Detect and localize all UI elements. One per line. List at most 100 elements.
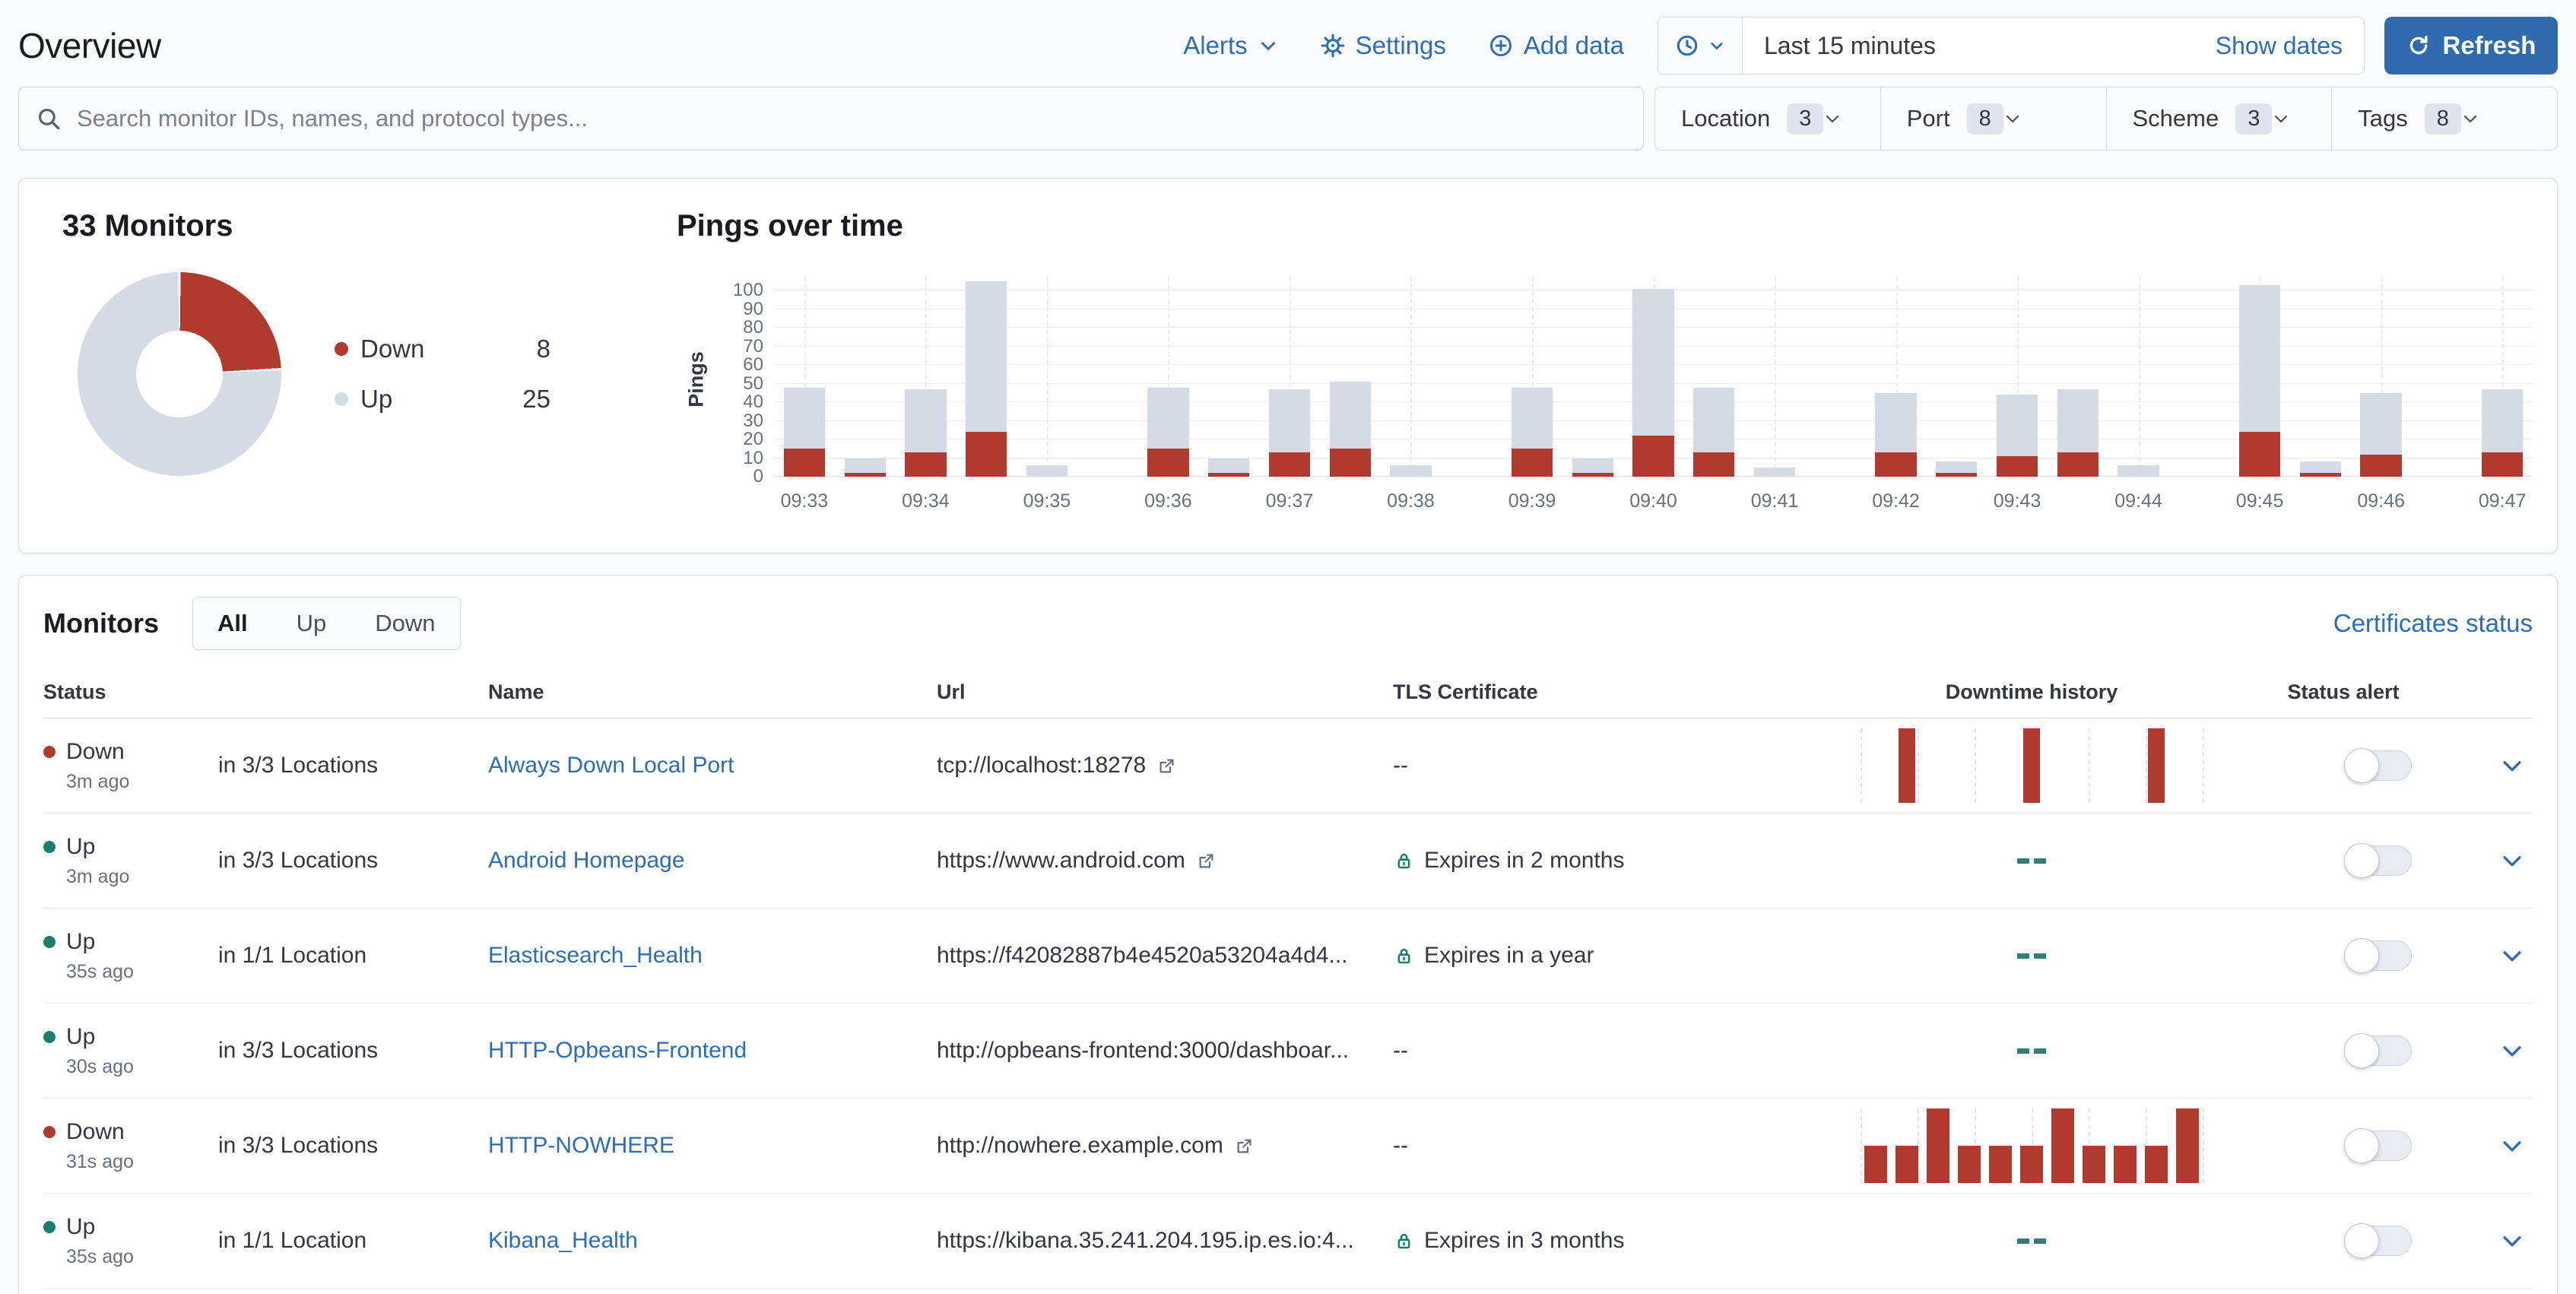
status-alert-toggle[interactable] xyxy=(2344,843,2412,878)
snapshot-panel: 33 Monitors Down 8 Up 25 xyxy=(18,178,2558,553)
y-tick-label: 60 xyxy=(743,354,763,376)
filter-port[interactable]: Port 8 xyxy=(1880,87,2106,150)
monitor-name-link[interactable]: HTTP-Opbeans-Frontend xyxy=(488,1038,747,1063)
top-nav: Alerts Settings Add data xyxy=(1140,17,2558,75)
monitor-name-link[interactable]: Android Homepage xyxy=(488,848,685,873)
y-axis-ticks: 0 10 20 30 40 50 60 70 80 90 100 xyxy=(716,280,774,487)
downtime-bar xyxy=(2113,1146,2137,1183)
filter-count-badge: 3 xyxy=(2235,103,2273,135)
x-gridline xyxy=(2502,277,2505,477)
status-cell: Up 35s ago xyxy=(43,929,218,983)
monitors-donut-chart xyxy=(78,272,281,476)
downtime-bar xyxy=(2023,728,2040,803)
tab-up[interactable]: Up xyxy=(272,598,351,649)
external-link-icon[interactable] xyxy=(1196,851,1217,871)
status-ago: 35s ago xyxy=(66,1245,134,1267)
external-link-icon[interactable] xyxy=(1156,756,1177,776)
pings-bar xyxy=(1936,461,1978,477)
time-picker-quick-menu-button[interactable] xyxy=(1658,17,1743,74)
pings-bar xyxy=(2238,284,2281,477)
tls-text: -- xyxy=(1393,753,1408,778)
pings-bar xyxy=(905,389,947,477)
legend-label: Up xyxy=(360,385,393,413)
monitor-name-link[interactable]: Always Down Local Port xyxy=(488,753,734,778)
tls-cell: -- xyxy=(1393,1038,1834,1064)
x-tick-label: 09:41 xyxy=(1750,490,1799,512)
status-alert-toggle[interactable] xyxy=(2344,1033,2412,1068)
status-alert-toggle[interactable] xyxy=(2344,1128,2412,1163)
y-tick-label: 30 xyxy=(743,410,763,431)
pings-bar xyxy=(2118,465,2159,477)
time-picker: Last 15 minutes Show dates xyxy=(1658,17,2365,75)
filter-label: Tags xyxy=(2358,105,2408,132)
monitor-name-link[interactable]: HTTP-NOWHERE xyxy=(488,1133,674,1158)
status-alert-toggle[interactable] xyxy=(2344,938,2412,973)
x-axis-labels: 09:33 09:34 09:35 09:36 09:37 09:38 09:39 09:40… xyxy=(774,477,2533,518)
status-text: Down xyxy=(66,738,125,764)
status-filter-tabs: All Up Down xyxy=(192,597,461,650)
donut-legend: Down 8 Up 25 xyxy=(335,335,550,414)
locations-cell: in 3/3 Locations xyxy=(218,848,379,873)
no-downtime-dashes xyxy=(2017,1238,2046,1244)
downtime-bar xyxy=(1898,728,1915,803)
downtime-history-cell xyxy=(1834,718,2229,813)
refresh-icon xyxy=(2406,33,2431,58)
refresh-button[interactable]: Refresh xyxy=(2384,17,2558,75)
refresh-label: Refresh xyxy=(2442,31,2536,59)
alerts-menu-button[interactable]: Alerts xyxy=(1183,31,1277,60)
tab-down[interactable]: Down xyxy=(351,598,459,649)
downtime-bar xyxy=(1958,1146,1981,1183)
pings-bar xyxy=(1632,288,1674,477)
certificates-status-link[interactable]: Certificates status xyxy=(2333,609,2533,637)
monitor-name-link[interactable]: Kibana_Health xyxy=(488,1228,638,1253)
search-row: Location 3 Port 8 Scheme 3 Tags 8 xyxy=(0,87,2576,151)
pings-bar xyxy=(2482,389,2524,477)
pings-bar xyxy=(1693,387,1735,477)
x-tick-label: 09:36 xyxy=(1144,490,1192,512)
filter-label: Scheme xyxy=(2132,105,2219,132)
x-gridline xyxy=(1531,277,1534,477)
locations-cell: in 3/3 Locations xyxy=(218,753,379,778)
tab-all[interactable]: All xyxy=(193,598,272,649)
settings-button[interactable]: Settings xyxy=(1321,31,1446,60)
search-input[interactable] xyxy=(77,105,1626,132)
downtime-bar xyxy=(1989,1146,2013,1183)
external-link-icon[interactable] xyxy=(1234,1136,1255,1156)
show-dates-button[interactable]: Show dates xyxy=(2216,32,2364,60)
search-box xyxy=(18,87,1644,151)
alerts-label: Alerts xyxy=(1183,31,1248,59)
tls-text: -- xyxy=(1393,1133,1408,1158)
filter-location[interactable]: Location 3 xyxy=(1655,87,1880,150)
expand-row-button[interactable] xyxy=(2499,943,2525,969)
x-gridline xyxy=(2381,277,2383,477)
add-data-button[interactable]: Add data xyxy=(1489,31,1624,60)
y-tick-label: 80 xyxy=(743,317,763,338)
x-tick-label: 09:33 xyxy=(780,490,829,512)
downtime-history-cell xyxy=(1834,814,2229,908)
time-range-value[interactable]: Last 15 minutes xyxy=(1743,32,2216,60)
expand-row-button[interactable] xyxy=(2499,1133,2525,1159)
expand-row-button[interactable] xyxy=(2499,1228,2525,1254)
expand-row-button[interactable] xyxy=(2499,1038,2525,1064)
legend-value: 8 xyxy=(536,335,550,363)
top-bar: Overview Alerts Settings xyxy=(0,0,2576,76)
x-gridline xyxy=(1896,277,1898,477)
status-alert-toggle[interactable] xyxy=(2344,748,2412,783)
pings-bar xyxy=(1390,465,1432,477)
expand-row-button[interactable] xyxy=(2499,753,2525,779)
status-cell: Down 31s ago xyxy=(43,1119,218,1173)
pings-chart[interactable]: Pings 0 10 20 30 40 50 60 70 80 90 100 09:33 09:34 0… xyxy=(677,277,2533,518)
y-tick-label: 40 xyxy=(743,392,763,413)
downtime-bar xyxy=(2051,1108,2074,1183)
filter-tags[interactable]: Tags 8 xyxy=(2331,87,2557,150)
filter-scheme[interactable]: Scheme 3 xyxy=(2105,87,2332,150)
downtime-bar xyxy=(2082,1146,2105,1183)
monitor-name-link[interactable]: Elasticsearch_Health xyxy=(488,943,703,968)
expand-row-button[interactable] xyxy=(2499,848,2525,874)
status-ago: 30s ago xyxy=(66,1055,134,1077)
url-text: http://opbeans-frontend:3000/dashboar... xyxy=(937,1038,1350,1063)
status-alert-toggle[interactable] xyxy=(2344,1223,2412,1258)
pings-bar xyxy=(1511,387,1553,477)
x-tick-label: 09:40 xyxy=(1629,490,1677,512)
